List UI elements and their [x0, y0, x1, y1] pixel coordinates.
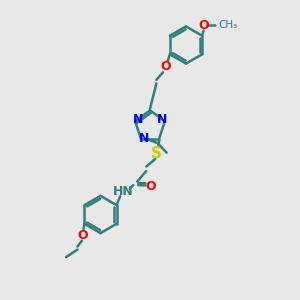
Text: N: N: [132, 113, 143, 126]
Text: S: S: [151, 146, 162, 160]
Text: CH₃: CH₃: [218, 20, 237, 30]
Text: HN: HN: [113, 185, 134, 198]
Text: O: O: [160, 60, 171, 74]
Text: N: N: [157, 113, 168, 126]
Text: O: O: [198, 19, 209, 32]
Text: O: O: [146, 180, 156, 193]
Text: O: O: [78, 229, 88, 242]
Text: N: N: [139, 132, 149, 145]
